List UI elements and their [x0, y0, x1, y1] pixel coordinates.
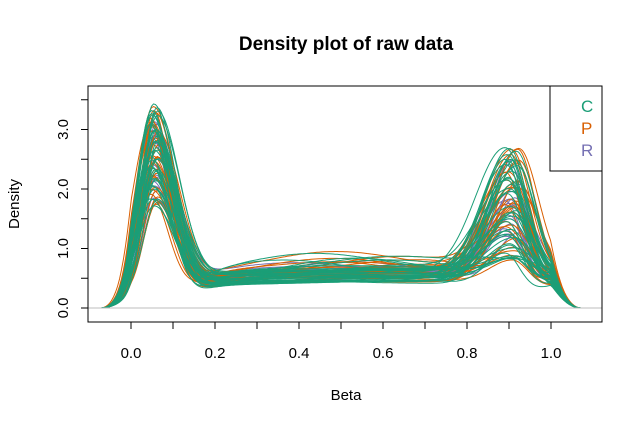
legend-label-r: R	[581, 141, 593, 160]
x-tick-label: 0.0	[121, 345, 142, 362]
density-curve-c	[101, 135, 581, 309]
legend-label-c: C	[581, 97, 593, 116]
density-curve-c	[101, 158, 581, 309]
x-tick-label: 0.2	[205, 345, 226, 362]
x-tick-label: 0.8	[457, 345, 478, 362]
x-tick-label: 0.6	[373, 345, 394, 362]
chart-title: Density plot of raw data	[239, 34, 454, 55]
x-axis-label: Beta	[331, 387, 363, 404]
x-tick-label: 0.4	[289, 345, 310, 362]
legend: C P R	[549, 85, 603, 172]
y-tick-label: 3.0	[55, 119, 72, 140]
y-tick-label: 0.0	[55, 298, 72, 319]
y-axis-label: Density	[6, 178, 23, 229]
density-curve-c	[101, 149, 581, 309]
x-tick-label: 1.0	[541, 345, 562, 362]
x-axis: 0.0 0.2 0.4 0.6 0.8 1.0	[121, 321, 562, 362]
density-curve-c	[101, 180, 581, 309]
density-curve-c	[101, 159, 581, 309]
legend-label-p: P	[581, 119, 592, 138]
y-tick-label: 2.0	[55, 179, 72, 200]
density-curve-c	[101, 107, 581, 309]
density-curve-c	[101, 110, 581, 309]
density-curve-p	[101, 188, 581, 309]
legend-box	[549, 85, 603, 172]
y-axis: 0.0 1.0 2.0 3.0	[55, 99, 89, 319]
density-curves	[101, 103, 581, 309]
y-tick-label: 1.0	[55, 238, 72, 259]
